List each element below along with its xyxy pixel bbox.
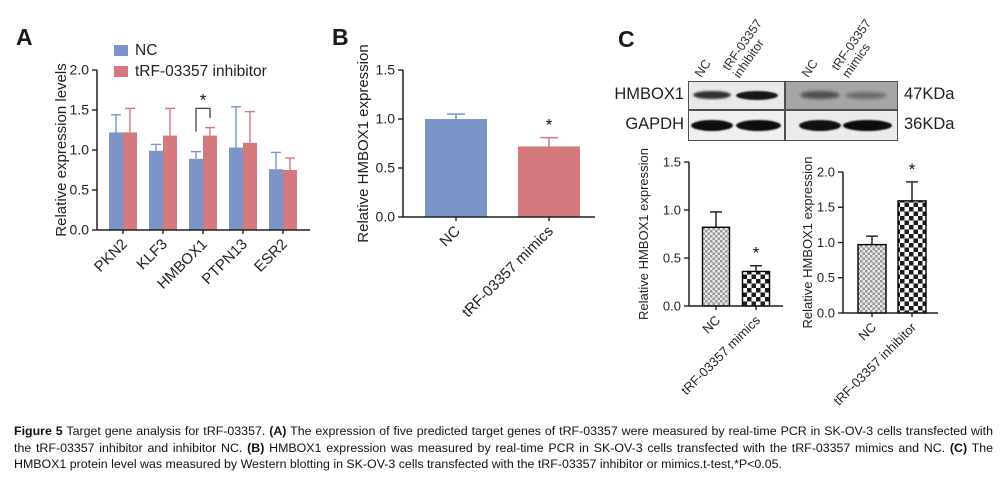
x-tick-label: NC (436, 223, 463, 250)
bar-tRF-03357-inhibitor (897, 200, 927, 314)
bar-NC (109, 132, 123, 230)
y-tick-label: 0.0 (817, 305, 835, 320)
bar-NC (269, 169, 283, 230)
bar-NC (229, 147, 243, 230)
y-tick-label: 0.0 (376, 209, 396, 225)
legend-swatch (114, 45, 128, 56)
bar-tRF-03357-inhibitor (163, 135, 177, 230)
y-tick-label: 0.5 (70, 182, 90, 198)
x-tick-label: NC (699, 313, 723, 337)
y-tick-label: 0.5 (663, 250, 681, 265)
caption-bold: Figure 5 (14, 424, 63, 438)
y-tick-label: 0.0 (70, 222, 90, 238)
caption-bold: (A) (269, 424, 287, 438)
bar-NC (189, 158, 203, 230)
caption-text: Target gene analysis for tRF-03357. (62, 424, 270, 438)
legend-label: NC (135, 42, 157, 59)
legend-swatch (114, 66, 128, 77)
x-tick-label: PKN2 (91, 236, 131, 276)
bar-tRF-03357-inhibitor (123, 132, 137, 230)
bar-tRF-03357-mimics (518, 146, 580, 217)
caption-text: The expression of five predicted target … (14, 424, 994, 455)
y-tick-label: 1.0 (663, 202, 681, 217)
legend-label: tRF-03357 inhibitor (135, 63, 267, 80)
bar-tRF-03357-inhibitor (283, 170, 297, 230)
caption-bold: (C) (949, 440, 968, 455)
significance-bracket (195, 107, 211, 132)
y-tick-label: 1.5 (376, 62, 396, 78)
x-tick-label: NC (855, 320, 879, 344)
caption-text: HMBOX1 expression was measured by real-t… (264, 440, 950, 455)
panel-a-label: A (16, 24, 33, 50)
y-tick-label: 1.0 (70, 142, 90, 158)
y-axis-label: Relative HMBOX1 expression (800, 157, 815, 329)
bar-tRF-03357-inhibitor (203, 135, 217, 230)
y-tick-label: 1.0 (376, 111, 396, 127)
legend: NC tRF-03357 inhibitor (114, 42, 267, 80)
significance-star: * (753, 244, 760, 263)
y-tick-label: 2.0 (817, 164, 835, 179)
figure-caption: Figure 5 Target gene analysis for tRF-03… (14, 423, 993, 473)
y-tick-label: 0.5 (817, 270, 835, 285)
caption-text: The HMBOX1 protein level was measured by… (14, 440, 994, 472)
bar-NC (425, 119, 487, 217)
y-tick-label: 2.0 (70, 62, 90, 78)
y-tick-label: 1.0 (817, 235, 835, 250)
y-tick-label: 1.5 (663, 154, 681, 169)
caption-bold: (B) (247, 440, 265, 455)
y-tick-label: 0.0 (663, 298, 681, 313)
y-tick-label: 0.5 (376, 160, 396, 176)
y-tick-label: 1.5 (70, 102, 90, 118)
bar-NC (857, 243, 887, 314)
x-tick-label: KLF3 (133, 236, 170, 273)
panel-c-label: C (618, 26, 635, 52)
x-tick-label: ESR2 (251, 236, 291, 276)
bar-NC (701, 226, 731, 307)
y-axis-label: Relative HMBOX1 expression (355, 44, 372, 242)
bar-tRF-03357-mimics (741, 270, 771, 307)
significance-star: * (200, 90, 207, 109)
bar-NC (149, 150, 163, 230)
y-tick-label: 1.5 (817, 200, 835, 215)
x-tick-label: tRF-03357 mimics (459, 223, 557, 321)
panel-b-label: B (332, 24, 349, 50)
y-axis-label: Relative expression levels (53, 63, 70, 236)
significance-star: * (909, 160, 916, 179)
y-axis-label: Relative HMBOX1 expression (636, 148, 651, 320)
bar-tRF-03357-inhibitor (243, 142, 257, 230)
significance-star: * (546, 116, 553, 135)
